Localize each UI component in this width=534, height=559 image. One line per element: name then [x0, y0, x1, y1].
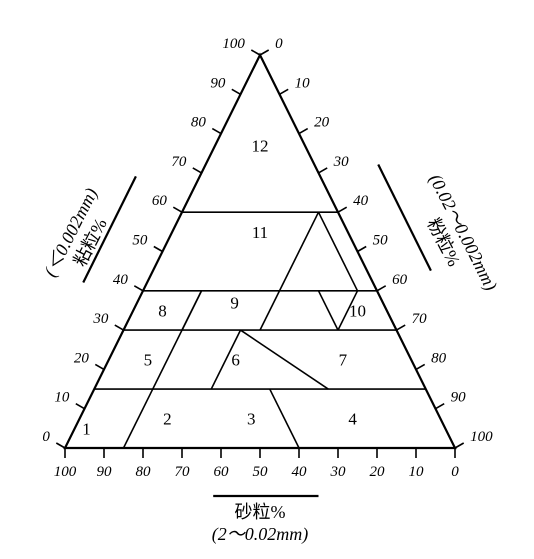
region-label-8: 8 [158, 301, 167, 320]
right-axis-arrow [378, 165, 431, 271]
right-axis-label: (0.02～0.002mm)粉粒% [406, 171, 502, 304]
tick-label: 70 [175, 464, 191, 480]
tick-label: 40 [292, 464, 308, 480]
tick-label: 0 [42, 429, 50, 445]
tick-label: 30 [330, 464, 347, 480]
tick-label: 70 [412, 311, 428, 327]
tick-label: 100 [222, 36, 245, 52]
region-label-9: 9 [230, 294, 239, 313]
tick-label: 90 [210, 75, 226, 91]
tick-label: 100 [470, 429, 493, 445]
tick-label: 60 [152, 193, 168, 209]
region-label-12: 12 [252, 136, 269, 155]
tick-label: 30 [92, 311, 109, 327]
left-axis-label: (＜0.002mm)粘粒% [40, 185, 121, 290]
tick-label: 10 [54, 390, 70, 406]
tick-label: 80 [136, 464, 152, 480]
tick-label: 80 [191, 115, 207, 131]
bottom-axis-label-range: (2～0.02mm) [212, 524, 309, 545]
tick-label: 0 [451, 464, 459, 480]
region-label-7: 7 [339, 351, 348, 370]
tick-label: 30 [333, 154, 350, 170]
bottom-axis-label-cn: 砂粒% [235, 502, 286, 522]
tick-label: 40 [353, 193, 369, 209]
tick-label: 50 [132, 233, 148, 249]
tick-label: 60 [392, 272, 408, 288]
region-label-10: 10 [349, 301, 366, 320]
region-label-11: 11 [252, 223, 268, 242]
region-label-5: 5 [144, 351, 153, 370]
region-label-4: 4 [348, 410, 357, 429]
soil-ternary-diagram: 0102030405060708090100010203040506070809… [0, 0, 534, 559]
tick-label: 20 [74, 350, 90, 366]
tick-label: 70 [171, 154, 187, 170]
region-label-6: 6 [231, 351, 240, 370]
tick-label: 60 [214, 464, 230, 480]
tick-label: 10 [295, 75, 311, 91]
tick-label: 20 [370, 464, 386, 480]
tick-label: 100 [54, 464, 77, 480]
tick-label: 40 [113, 272, 129, 288]
tick-label: 20 [314, 115, 330, 131]
tick-label: 90 [97, 464, 113, 480]
region-label-1: 1 [82, 419, 91, 438]
region-label-2: 2 [163, 410, 172, 429]
tick-label: 10 [409, 464, 425, 480]
tick-label: 50 [253, 464, 269, 480]
region-label-3: 3 [247, 410, 256, 429]
tick-label: 0 [275, 36, 283, 52]
tick-label: 50 [373, 233, 389, 249]
tick-label: 80 [431, 350, 447, 366]
tick-label: 90 [451, 390, 467, 406]
